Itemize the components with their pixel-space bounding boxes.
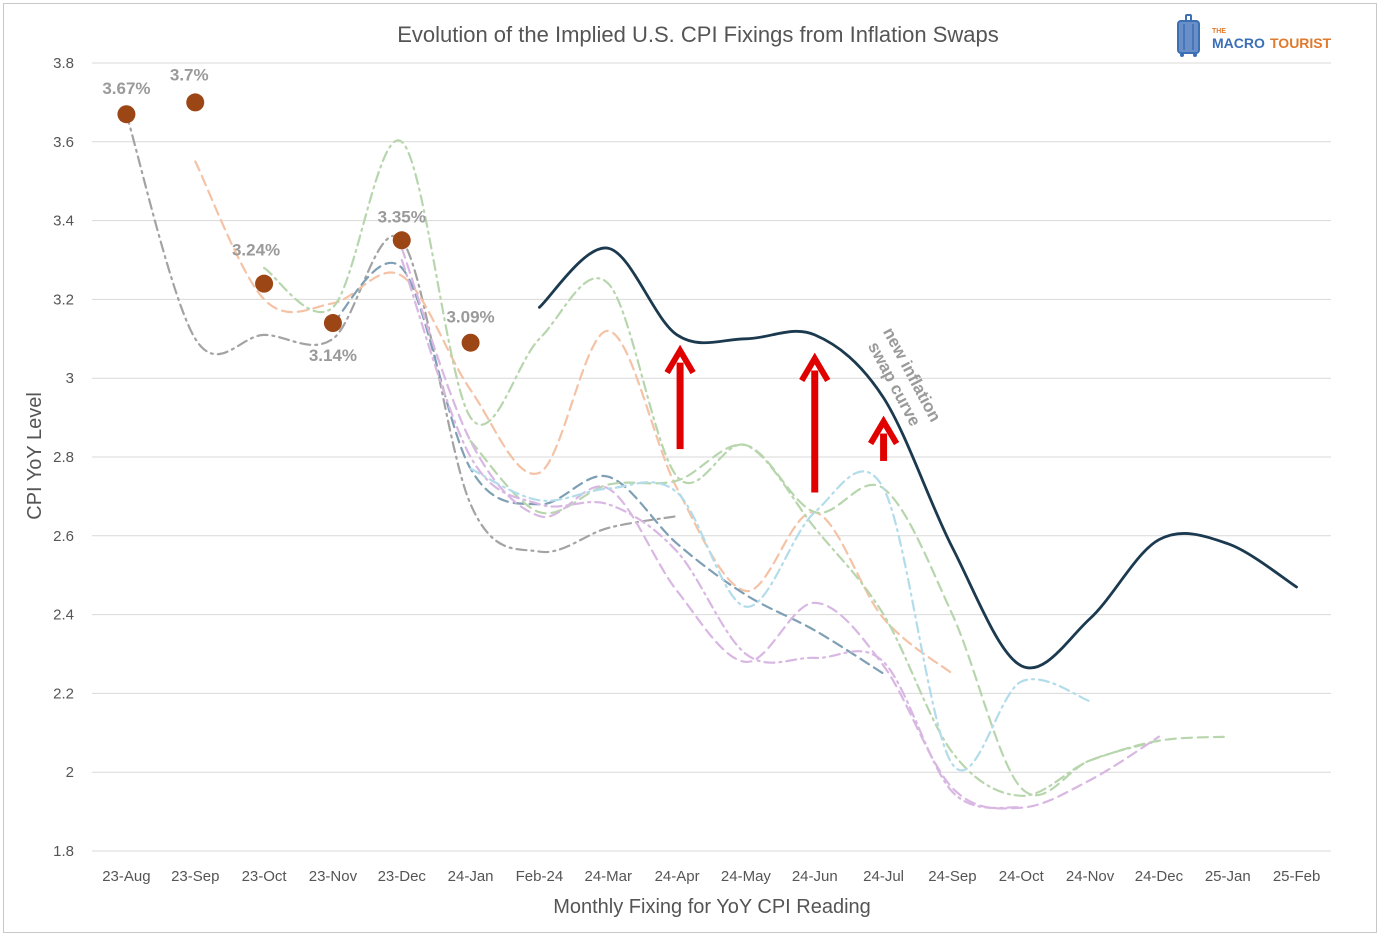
series-line-5 (469, 440, 1229, 797)
up-arrow-icon (664, 344, 696, 450)
y-tick-label: 3.2 (53, 291, 74, 308)
up-arrow-icon (799, 352, 831, 493)
series-line-4 (331, 261, 885, 675)
y-tick-label: 2 (66, 764, 74, 781)
y-tick-label: 3.8 (53, 55, 74, 72)
data-point-marker (186, 93, 205, 112)
y-tick-label: 2.4 (53, 607, 74, 624)
x-tick-label: 23-Dec (378, 868, 427, 885)
logo-the: THE (1212, 28, 1226, 35)
series-line-3 (263, 139, 1160, 797)
x-tick-label: 23-Aug (102, 868, 150, 885)
y-tick-label: 2.2 (53, 685, 74, 702)
x-tick-label: 25-Feb (1273, 868, 1321, 885)
macrotourist-logo: THE MACRO TOURIST (1177, 14, 1332, 57)
data-label: 3.14% (309, 346, 357, 365)
data-point-marker (461, 333, 480, 352)
x-axis-label: Monthly Fixing for YoY CPI Reading (553, 896, 871, 918)
x-tick-label: 23-Sep (171, 868, 219, 885)
y-tick-label: 3.6 (53, 134, 74, 151)
data-label: 3.09% (446, 308, 494, 327)
arrows (664, 344, 900, 493)
x-tick-label: 24-Nov (1066, 868, 1115, 885)
up-arrow-icon (868, 415, 900, 461)
y-tick-label: 3 (66, 370, 74, 387)
y-tick-label: 2.6 (53, 528, 74, 545)
y-tick-label: 2.8 (53, 449, 74, 466)
x-tick-label: Feb-24 (516, 868, 564, 885)
suitcase-icon (1177, 14, 1200, 57)
x-tick-label: 24-Apr (655, 868, 700, 885)
x-tick-label: 25-Jan (1205, 868, 1251, 885)
logo-tourist: TOURIST (1270, 35, 1332, 51)
gridlines (92, 62, 1331, 852)
data-point-marker (392, 231, 411, 250)
series-line-8 (469, 467, 1092, 772)
data-point-marker (323, 314, 342, 333)
series-line-7 (400, 258, 1023, 810)
x-tick-label: 23-Oct (242, 868, 288, 885)
markers: 3.67% 3.7% 3.24% 3.14% 3.35% 3.09% (102, 65, 494, 365)
chart-frame (3, 3, 1377, 933)
x-tick-label: 24-Mar (584, 868, 632, 885)
logo-macro: MACRO (1212, 35, 1265, 51)
data-label: 3.7% (170, 65, 209, 84)
x-tick-label: 24-Jun (792, 868, 838, 885)
series-line-6 (400, 247, 1160, 810)
x-tick-label: 23-Nov (309, 868, 358, 885)
data-label: 3.67% (102, 79, 150, 98)
x-tick-label: 24-Oct (999, 868, 1045, 885)
x-tick-label: 24-Sep (928, 868, 976, 885)
data-label: 3.35% (378, 207, 426, 226)
x-tick-label: 24-Jan (448, 868, 494, 885)
x-tick-label: 24-Dec (1135, 868, 1184, 885)
data-label: 3.24% (232, 241, 280, 260)
y-axis-label: CPI YoY Level (24, 392, 46, 520)
tick-labels: 1.8 2 2.2 2.4 2.6 2.8 3 3.2 3.4 3.6 3.8 23-Aug 23-Se… (53, 55, 1320, 885)
series-line-2 (194, 160, 954, 675)
x-tick-label: 24-Jul (863, 868, 904, 885)
data-point-marker (255, 274, 274, 293)
y-tick-label: 3.4 (53, 213, 74, 230)
x-tick-label: 24-May (721, 868, 772, 885)
y-tick-label: 1.8 (53, 843, 74, 860)
chart-title: Evolution of the Implied U.S. CPI Fixing… (397, 22, 999, 47)
curve-annotation: new inflation swap curve (864, 324, 945, 429)
series-lines (125, 113, 1298, 810)
series-line-new-curve (538, 246, 1298, 670)
data-point-marker (117, 105, 136, 124)
